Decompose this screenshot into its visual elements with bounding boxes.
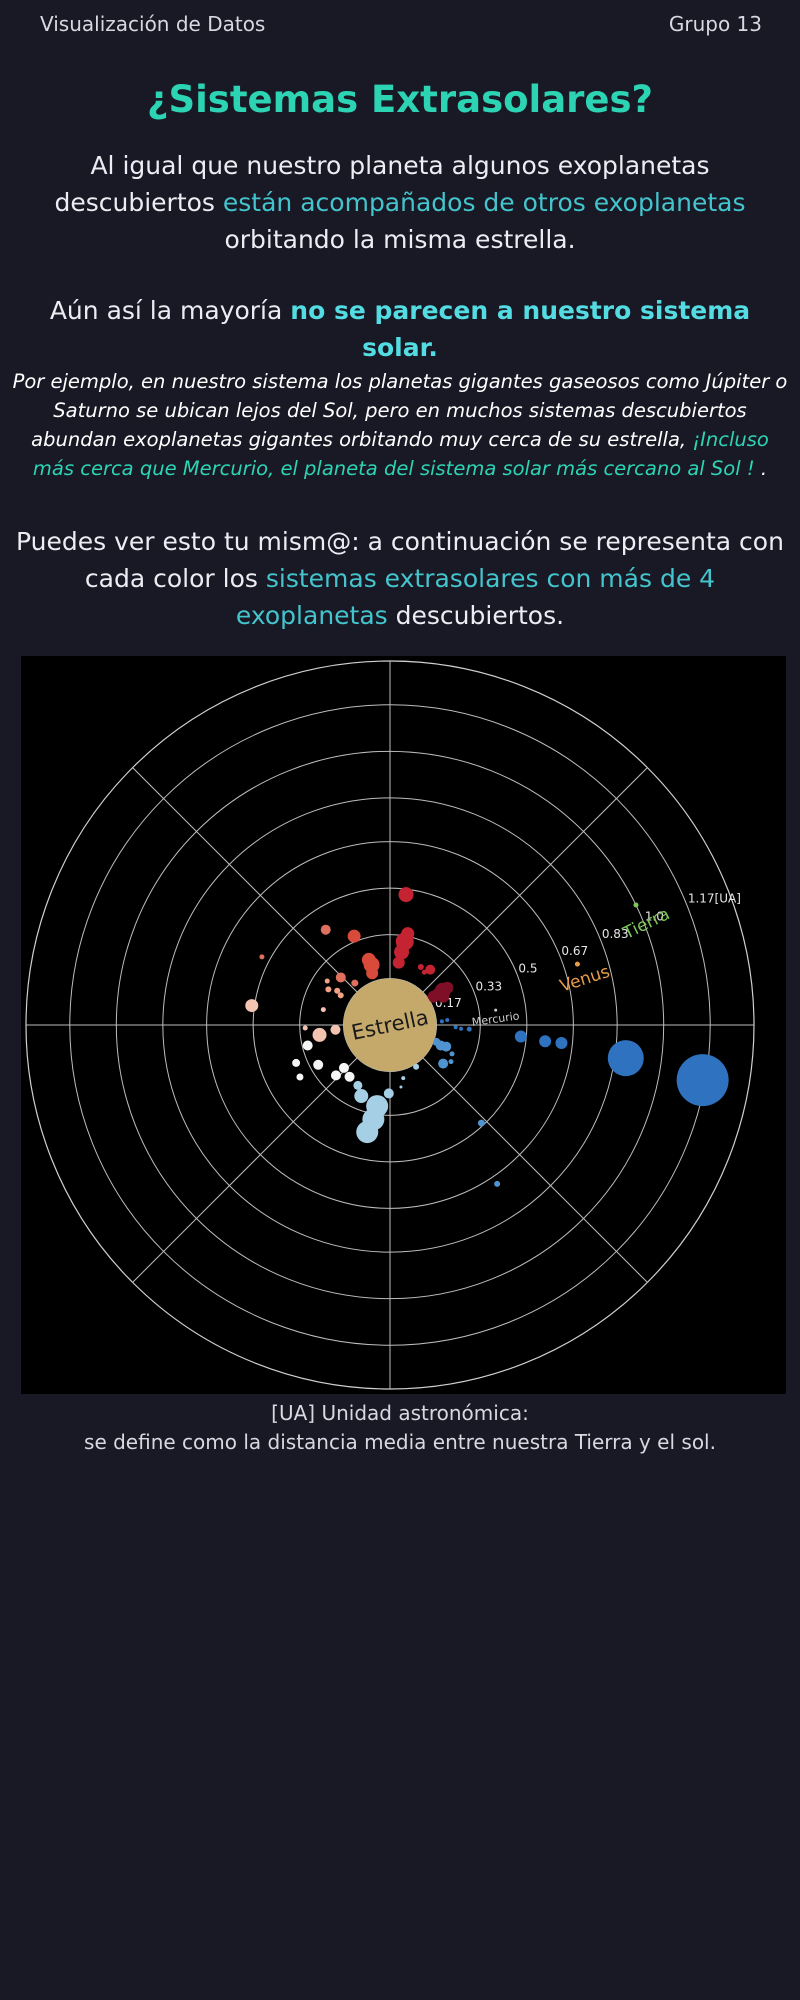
exoplanet-point — [324, 978, 330, 984]
example-text-start: Por ejemplo, en nuestro sistema los plan… — [12, 370, 788, 451]
exoplanet-point — [302, 1025, 308, 1031]
exoplanet-point — [312, 1027, 327, 1042]
exoplanet-point — [302, 1040, 313, 1051]
caption-title: [UA] Unidad astronómica: — [271, 1401, 529, 1425]
exoplanet-point — [607, 1040, 644, 1077]
radial-tick-label: 0.33 — [475, 979, 502, 993]
exoplanet-point — [320, 924, 331, 935]
solar-planet-mercurio — [494, 1008, 498, 1012]
exoplanet-point — [320, 1007, 326, 1013]
exoplanet-point — [448, 1059, 454, 1065]
exoplanet-point — [439, 1019, 444, 1024]
exoplanet-point — [353, 1080, 363, 1090]
exoplanet-point — [292, 1058, 301, 1067]
exoplanet-point — [438, 1058, 449, 1069]
angular-grid-line — [132, 1024, 391, 1283]
exoplanet-point — [383, 1088, 394, 1099]
invite-text-start: Puedes ver esto tu mism@: a continuación… — [16, 527, 784, 593]
statement-highlight: no se parecen a nuestro sistema solar. — [290, 296, 751, 362]
polar-chart-svg: 0.170.330.50.670.831.01.17[UA]MercurioVe… — [25, 660, 755, 1390]
top-bar: Visualización de Datos Grupo 13 — [0, 0, 800, 50]
exoplanet-point — [425, 964, 436, 975]
exoplanet-point — [259, 954, 265, 960]
exoplanet-point — [494, 1180, 501, 1187]
exoplanet-point — [347, 929, 361, 943]
exoplanet-point — [337, 992, 344, 999]
exoplanet-point — [344, 1071, 355, 1082]
radial-tick-label: 1.0 — [645, 909, 664, 923]
radial-tick-label: 0.83 — [602, 927, 629, 941]
exoplanet-point — [401, 927, 415, 941]
solar-planet-venus — [574, 961, 580, 967]
example-text-end: . — [754, 457, 768, 480]
exoplanet-point — [441, 981, 454, 994]
exoplanet-point — [351, 979, 359, 987]
invite-paragraph: Puedes ver esto tu mism@: a continuación… — [16, 523, 784, 634]
intro-text-end: orbitando la misma estrella. — [224, 225, 576, 254]
radial-tick-label: 0.67 — [561, 944, 588, 958]
exoplanet-point — [437, 990, 450, 1003]
exoplanet-point — [401, 1076, 406, 1081]
caption-description: se define como la distancia media entre … — [84, 1430, 716, 1454]
radial-tick-label: 0.5 — [518, 962, 537, 976]
statement-text: Aún así la mayoría — [49, 296, 291, 325]
caption: [UA] Unidad astronómica: se define como … — [0, 1399, 800, 1457]
angular-grid-line — [132, 767, 391, 1026]
angular-grid-line — [389, 1024, 648, 1283]
exoplanet-point — [555, 1037, 568, 1050]
exoplanet-point — [676, 1054, 729, 1107]
exoplanet-point — [413, 1063, 420, 1070]
exoplanet-point — [398, 887, 414, 903]
exoplanet-point — [338, 1062, 349, 1073]
exoplanet-point — [459, 1026, 464, 1031]
intro-text-start: Al igual que nuestro planeta algunos exo… — [54, 151, 710, 217]
exoplanet-point — [296, 1073, 304, 1081]
invite-text-end: descubiertos. — [387, 601, 565, 630]
exoplanet-point — [417, 964, 424, 971]
star-disk — [343, 978, 437, 1072]
exoplanet-point — [313, 1059, 324, 1070]
exoplanet-point — [466, 1026, 472, 1032]
exoplanet-point — [330, 1070, 341, 1081]
solar-planet-tierra — [633, 902, 639, 908]
solar-planet-label: Venus — [558, 962, 613, 997]
exoplanet-point — [399, 1085, 403, 1089]
exoplanet-point — [392, 956, 405, 969]
invite-highlight: sistemas extrasolares con más de 4 exopl… — [235, 564, 716, 630]
exoplanet-point — [514, 1030, 527, 1043]
page-title: ¿Sistemas Extrasolares? — [147, 78, 653, 121]
group-label: Grupo 13 — [668, 12, 762, 36]
exoplanet-point — [356, 1121, 379, 1144]
exoplanet-point — [245, 999, 259, 1013]
example-highlight: ¡Incluso más cerca que Mercurio, el plan… — [32, 428, 769, 480]
radial-tick-label: 1.17[UA] — [688, 891, 741, 905]
statement-paragraph: Aún así la mayoría no se parecen a nuest… — [16, 292, 784, 366]
exoplanet-point — [335, 972, 346, 983]
exoplanet-point — [445, 1017, 450, 1022]
intro-highlight: están acompañados de otros exoplanetas — [222, 188, 746, 217]
exoplanet-point — [449, 1051, 455, 1057]
intro-paragraph: Al igual que nuestro planeta algunos exo… — [16, 147, 784, 258]
angular-grid-line — [389, 767, 648, 1026]
exoplanet-point — [334, 987, 341, 994]
solar-planet-label: Mercurio — [471, 1009, 520, 1029]
exoplanet-point — [330, 1024, 341, 1035]
example-paragraph: Por ejemplo, en nuestro sistema los plan… — [8, 367, 792, 483]
exoplanet-point — [477, 1119, 485, 1127]
exoplanet-point — [441, 1041, 452, 1052]
site-title[interactable]: Visualización de Datos — [40, 12, 266, 36]
exoplanet-point — [361, 952, 376, 967]
exoplanet-point — [539, 1035, 552, 1048]
exoplanet-point — [354, 1089, 369, 1104]
polar-chart: 0.17 0.33 0.5 0.67 0.83 1.0 1.17[UA] Mercurio Ve… — [21, 656, 786, 1394]
exoplanet-point — [325, 986, 332, 993]
exoplanet-point — [453, 1025, 458, 1030]
